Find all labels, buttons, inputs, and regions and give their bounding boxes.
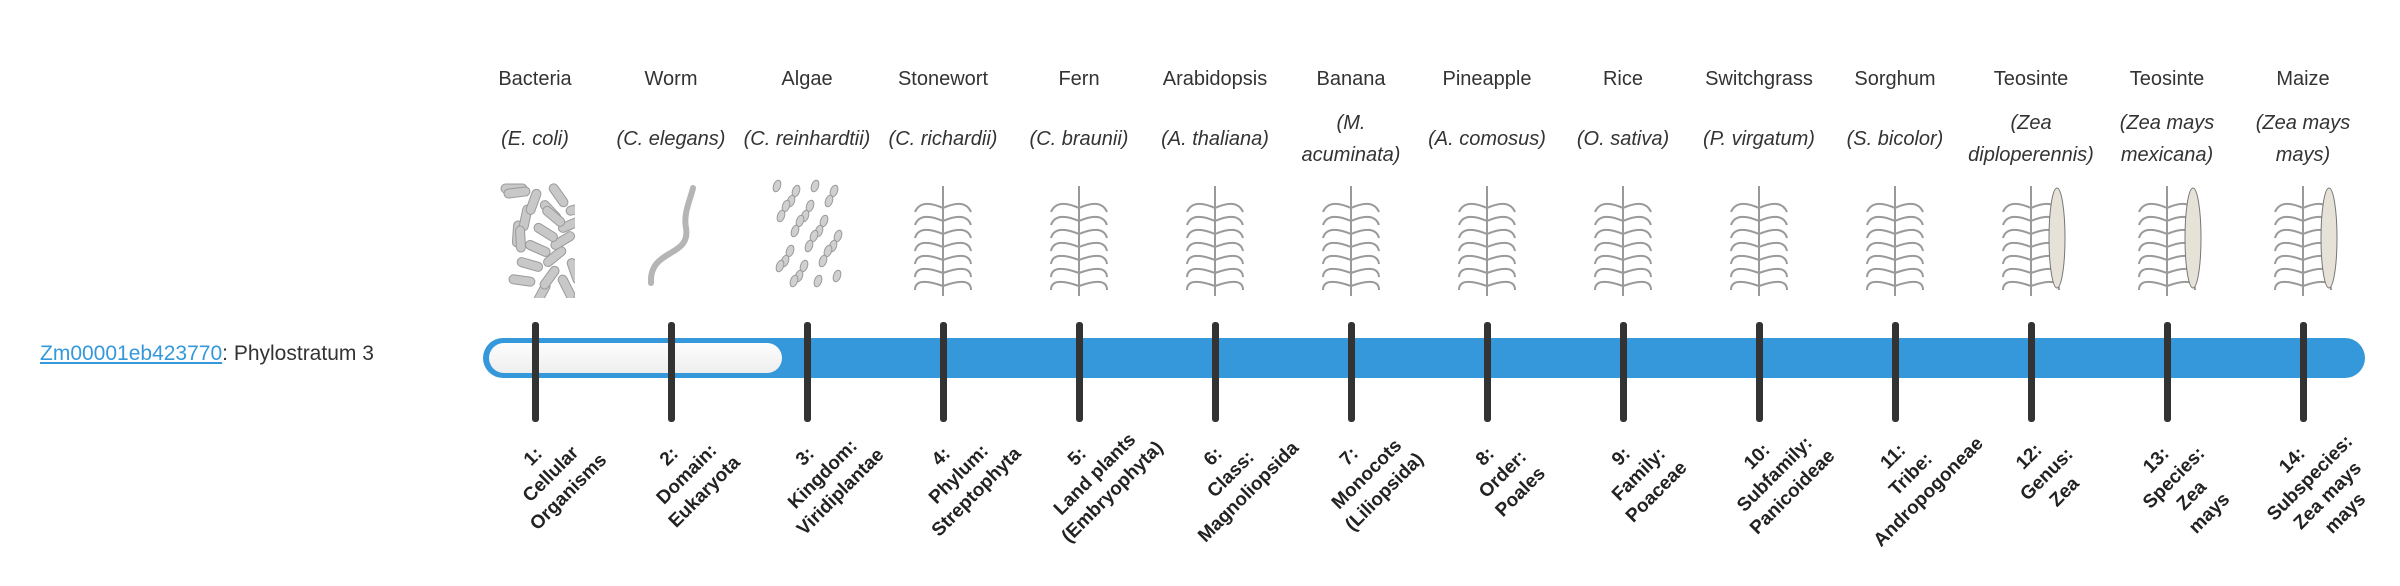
organism-species-name: (E. coli) — [470, 104, 600, 174]
species-text: (S. bicolor) — [1846, 128, 1944, 150]
organism-species-name: (A. thaliana) — [1150, 104, 1280, 174]
species-text: (M. acuminata) — [1301, 112, 1401, 166]
organism-species-name: (O. sativa) — [1558, 104, 1688, 174]
phylostratum-bar — [483, 338, 2365, 378]
organism-common-name: Maize — [2276, 68, 2330, 90]
banana-icon — [1311, 178, 1391, 298]
organism-species-name: (C. richardii) — [878, 104, 1008, 174]
stratum-label: 7: Monocots (Liliopsida) — [1277, 384, 1457, 564]
organism-species-name: (Zea mays mays) — [2238, 104, 2368, 174]
stonewort-icon — [903, 178, 983, 298]
species-text: (A. thaliana) — [1161, 128, 1269, 150]
organism-species-name: (C. braunii) — [1014, 104, 1144, 174]
species-text: (C. elegans) — [616, 128, 726, 150]
worm-icon — [631, 178, 711, 298]
organism-species-name: (A. comosus) — [1422, 104, 1552, 174]
switchgrass-icon — [1719, 178, 1799, 298]
stratum-tick — [2164, 322, 2171, 422]
stratum-label: 1: Cellular Organisms — [461, 384, 641, 564]
organism-common-name: Arabidopsis — [1162, 68, 1268, 90]
species-text: (C. richardii) — [888, 128, 998, 150]
stratum-tick — [1756, 322, 1763, 422]
stratum-label: 14: Subspecies: Zea mays mays — [2220, 388, 2400, 586]
organism-species-name: (M. acuminata) — [1286, 104, 1416, 174]
stratum-tick — [2300, 322, 2307, 422]
organism-species-name: (P. virgatum) — [1694, 104, 1824, 174]
organism-common-name: Bacteria — [498, 68, 572, 90]
organism-species-name: (S. bicolor) — [1830, 104, 1960, 174]
stratum-tick — [1076, 322, 1083, 422]
species-text: (Zea mays mexicana) — [2119, 112, 2215, 166]
stratum-label: 4: Phylum: Streptophyta — [869, 384, 1049, 564]
arabidopsis-icon — [1175, 178, 1255, 298]
algae-icon — [767, 178, 847, 298]
stratum-label: 10: Subfamily: Panicoideae — [1685, 384, 1865, 564]
phylostratum-text: : Phylostratum 3 — [222, 342, 374, 365]
fern-icon — [1039, 178, 1119, 298]
organism-common-name: Sorghum — [1854, 68, 1936, 90]
stratum-tick — [1348, 322, 1355, 422]
organism-species-name: (Zea mays mexicana) — [2102, 104, 2232, 174]
maize-icon — [2263, 178, 2343, 298]
pineapple-icon — [1447, 178, 1527, 298]
species-text: (C. reinhardtii) — [743, 128, 871, 150]
species-text: (C. braunii) — [1029, 128, 1129, 150]
organism-common-name: Rice — [1602, 68, 1643, 90]
stratum-label: 9: Family: Poaceae — [1549, 384, 1729, 564]
stratum-label: 2: Domain: Eukaryota — [597, 384, 777, 564]
organism-common-name: Pineapple — [1442, 68, 1532, 90]
bacteria-icon — [495, 178, 593, 307]
species-text: (O. sativa) — [1576, 128, 1670, 150]
organism-common-name: Banana — [1316, 68, 1386, 90]
stratum-tick — [804, 322, 811, 422]
stratum-tick — [1212, 322, 1219, 422]
stratum-label: 8: Order: Poales — [1413, 384, 1593, 564]
stratum-tick — [668, 322, 675, 422]
organism-species-name: (C. elegans) — [606, 104, 736, 174]
stratum-tick — [2028, 322, 2035, 422]
organism-species-name: (Zea diploperennis) — [1966, 104, 2096, 174]
species-text: (E. coli) — [501, 128, 569, 150]
rice-icon — [1583, 178, 1663, 298]
species-text: (A. comosus) — [1428, 128, 1546, 150]
organism-species-name: (C. reinhardtii) — [742, 104, 872, 174]
gene-phylostratum-label: Zm00001eb423770: Phylostratum 3 — [40, 342, 374, 366]
stratum-tick — [1484, 322, 1491, 422]
organism-common-name: Fern — [1058, 68, 1100, 90]
sorghum-icon — [1855, 178, 1935, 298]
organism-common-name: Switchgrass — [1705, 68, 1813, 90]
teosinte-mexicana-icon — [2127, 178, 2207, 298]
species-text: (Zea mays mays) — [2255, 112, 2351, 166]
stratum-label: 5: Land plants (Embryophyta) — [1005, 384, 1185, 564]
stratum-label: 11: Tribe: Andropogoneae — [1821, 384, 2001, 564]
stratum-tick — [940, 322, 947, 422]
species-text: (Zea diploperennis) — [1968, 112, 2094, 166]
stratum-tick — [1620, 322, 1627, 422]
organism-common-name: Stonewort — [897, 68, 989, 90]
stratum-label: 3: Kingdom: Viridiplantae — [733, 384, 913, 564]
species-text: (P. virgatum) — [1703, 128, 1815, 150]
organism-common-name: Algae — [781, 68, 833, 90]
organism-common-name: Worm — [644, 68, 698, 90]
teosinte-icon — [1991, 178, 2071, 298]
gene-id-link[interactable]: Zm00001eb423770 — [40, 342, 223, 365]
stratum-tick — [532, 322, 539, 422]
organism-common-name: Teosinte — [2129, 68, 2205, 90]
stratum-tick — [1892, 322, 1899, 422]
stratum-label: 6: Class: Magnoliopsida — [1141, 384, 1321, 564]
organism-common-name: Teosinte — [1993, 68, 2069, 90]
